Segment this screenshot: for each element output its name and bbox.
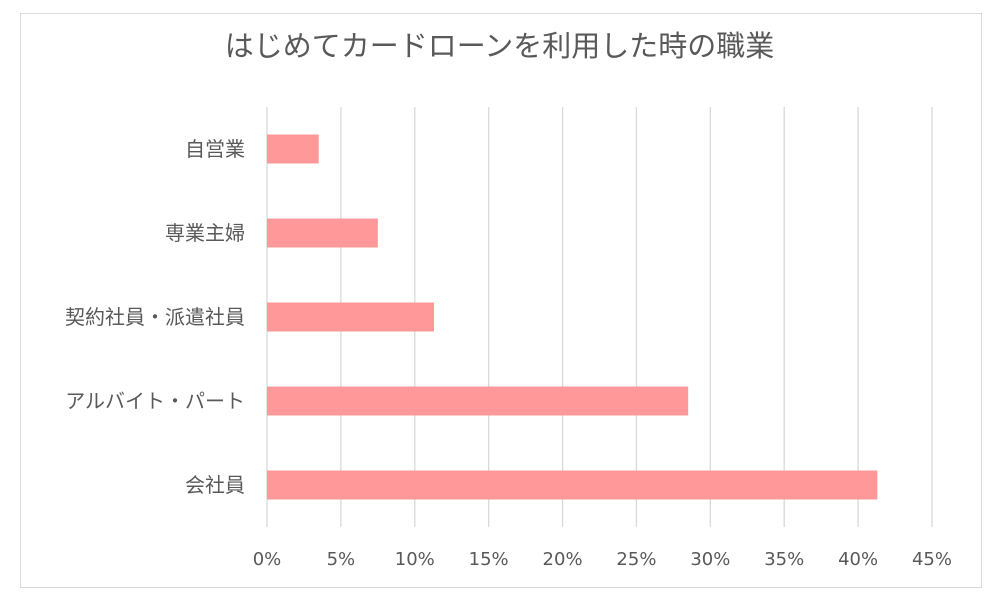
x-tick-labels: 0% 5% 10% 15% 20% 25% 30% 35% 40% 45% xyxy=(253,549,952,570)
x-tick-label: 30% xyxy=(690,549,730,570)
x-tick-label: 5% xyxy=(327,549,356,570)
x-tick-label: 35% xyxy=(764,549,804,570)
x-tick-label: 25% xyxy=(616,549,656,570)
category-label: 自営業 xyxy=(185,137,245,161)
chart-title: はじめてカードローンを利用した時の職業 xyxy=(224,29,775,63)
bar xyxy=(267,386,689,416)
category-label: 契約社員・派遣社員 xyxy=(65,305,245,329)
x-tick-label: 45% xyxy=(912,549,952,570)
x-tick-label: 0% xyxy=(253,549,282,570)
bar xyxy=(267,134,319,164)
x-tick-label: 10% xyxy=(395,549,435,570)
bar xyxy=(267,470,878,500)
category-label: 会社員 xyxy=(185,473,245,497)
x-tick-label: 20% xyxy=(543,549,583,570)
x-tick-label: 15% xyxy=(469,549,509,570)
category-label: アルバイト・パート xyxy=(65,389,245,413)
bar xyxy=(267,302,434,332)
x-tick-label: 40% xyxy=(838,549,878,570)
bars xyxy=(267,134,878,500)
bar xyxy=(267,218,378,248)
category-label: 専業主婦 xyxy=(165,221,245,245)
